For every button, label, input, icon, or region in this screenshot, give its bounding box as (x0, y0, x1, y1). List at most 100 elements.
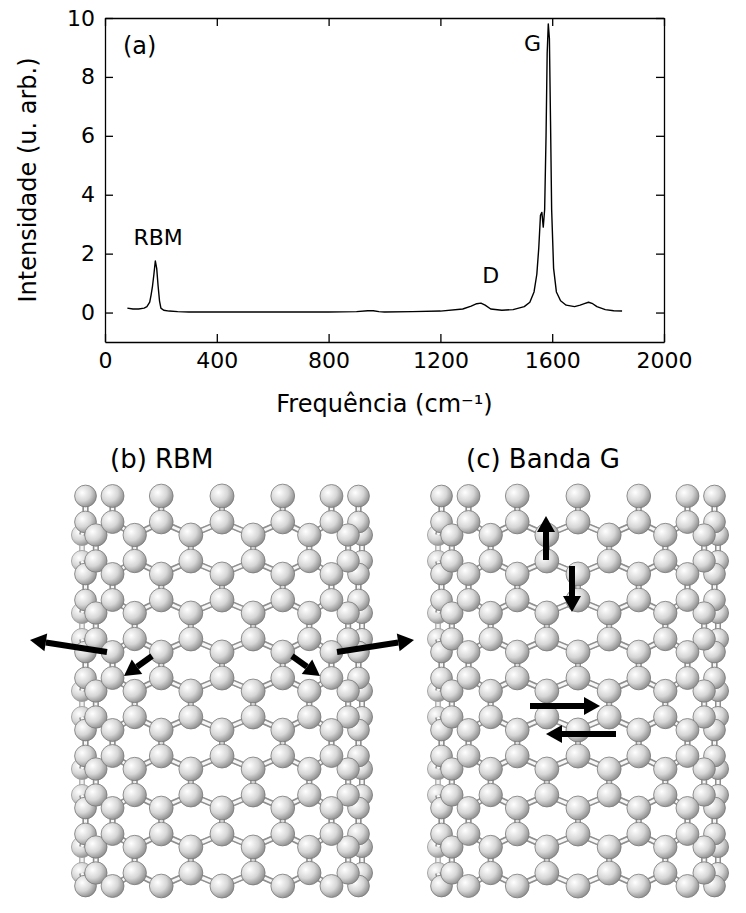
y-tick-mark-right (656, 195, 664, 196)
atom (320, 875, 343, 898)
atom (179, 861, 203, 885)
atom (210, 744, 234, 768)
x-tick-label: 800 (308, 348, 350, 373)
atom-back (348, 486, 368, 506)
x-tick-mark-top (328, 18, 329, 26)
atom (179, 523, 203, 547)
atom (241, 679, 265, 703)
tube-panel (427, 484, 728, 898)
atom (210, 796, 234, 820)
y-tick-right (656, 77, 664, 78)
atom (271, 822, 295, 846)
y-tick: 0 (81, 300, 113, 325)
atom (298, 679, 321, 702)
atom (101, 485, 124, 508)
x-axis: 0400800120016002000 (99, 334, 693, 373)
atom (179, 783, 203, 807)
atom (101, 823, 124, 846)
x-tick-top (217, 18, 218, 26)
atom (348, 485, 370, 507)
atom (210, 510, 234, 534)
atom (298, 705, 321, 728)
atom (179, 627, 203, 651)
y-axis: 0246810 (67, 6, 113, 343)
atom (149, 510, 173, 534)
atom (298, 861, 321, 884)
panel-title: (b) RBM (110, 444, 213, 474)
atom (149, 874, 173, 898)
atom (123, 757, 146, 780)
atom (101, 719, 124, 742)
atom (210, 640, 234, 664)
x-tick: 1200 (413, 334, 469, 373)
atom (320, 589, 343, 612)
y-tick-right (656, 313, 664, 314)
x-tick-label: 2000 (637, 348, 693, 373)
atom (101, 745, 124, 768)
x-tick-top (329, 18, 330, 26)
atom (298, 627, 321, 650)
atom (210, 822, 234, 846)
atom (123, 523, 146, 546)
atom (271, 588, 295, 612)
atom (149, 744, 173, 768)
y-axis-line (105, 19, 106, 343)
y-tick-mark (105, 312, 113, 313)
y-tick-mark-right (656, 136, 664, 137)
y-tick: 4 (81, 182, 113, 207)
atom-back (704, 486, 724, 506)
atom (320, 511, 343, 534)
y-tick-label: 0 (81, 300, 95, 325)
atom (271, 484, 295, 508)
atom (271, 718, 295, 742)
atom (101, 667, 124, 690)
x-tick: 1600 (525, 334, 581, 373)
atom (320, 485, 343, 508)
x-axis-line (106, 342, 665, 343)
y-tick-right (656, 254, 664, 255)
atom (320, 745, 343, 768)
atom (241, 601, 265, 625)
y-tick-mark-right (656, 77, 664, 78)
atom (320, 563, 343, 586)
x-tick-mark (328, 334, 329, 342)
x-tick-mark (217, 334, 218, 342)
atom (101, 797, 124, 820)
x-tick-mark-top (552, 18, 553, 26)
x-tick-label: 0 (99, 348, 113, 373)
atom (149, 588, 173, 612)
x-tick-label: 1600 (525, 348, 581, 373)
peak-label: G (524, 31, 541, 56)
atom (271, 640, 295, 664)
atom (179, 679, 203, 703)
atom (320, 797, 343, 820)
y-tick-label: 6 (81, 123, 95, 148)
atom (271, 796, 295, 820)
atom (179, 757, 203, 781)
y-tick-label: 10 (67, 6, 95, 31)
atom (271, 666, 295, 690)
figure: 04008001200160020000246810RBMDG(a)Frequê… (0, 0, 746, 913)
atom (101, 875, 124, 898)
atom (271, 562, 295, 586)
arrow-head (302, 659, 320, 676)
arrow-shaft (46, 642, 107, 652)
atom (241, 783, 265, 807)
y-tick: 6 (81, 123, 113, 148)
atom (210, 874, 234, 898)
atom (123, 601, 146, 624)
atom (241, 861, 265, 885)
atom (298, 601, 321, 624)
atom (179, 705, 203, 729)
atom (149, 822, 173, 846)
y-tick-mark (105, 136, 113, 137)
tube-panel (71, 484, 372, 898)
x-tick-label: 1200 (413, 348, 469, 373)
x-tick-top (105, 18, 106, 26)
y-tick-label: 4 (81, 182, 95, 207)
atom (123, 549, 146, 572)
arrow-shaft (137, 656, 152, 667)
atom (298, 549, 321, 572)
atom (241, 757, 265, 781)
atom (320, 719, 343, 742)
